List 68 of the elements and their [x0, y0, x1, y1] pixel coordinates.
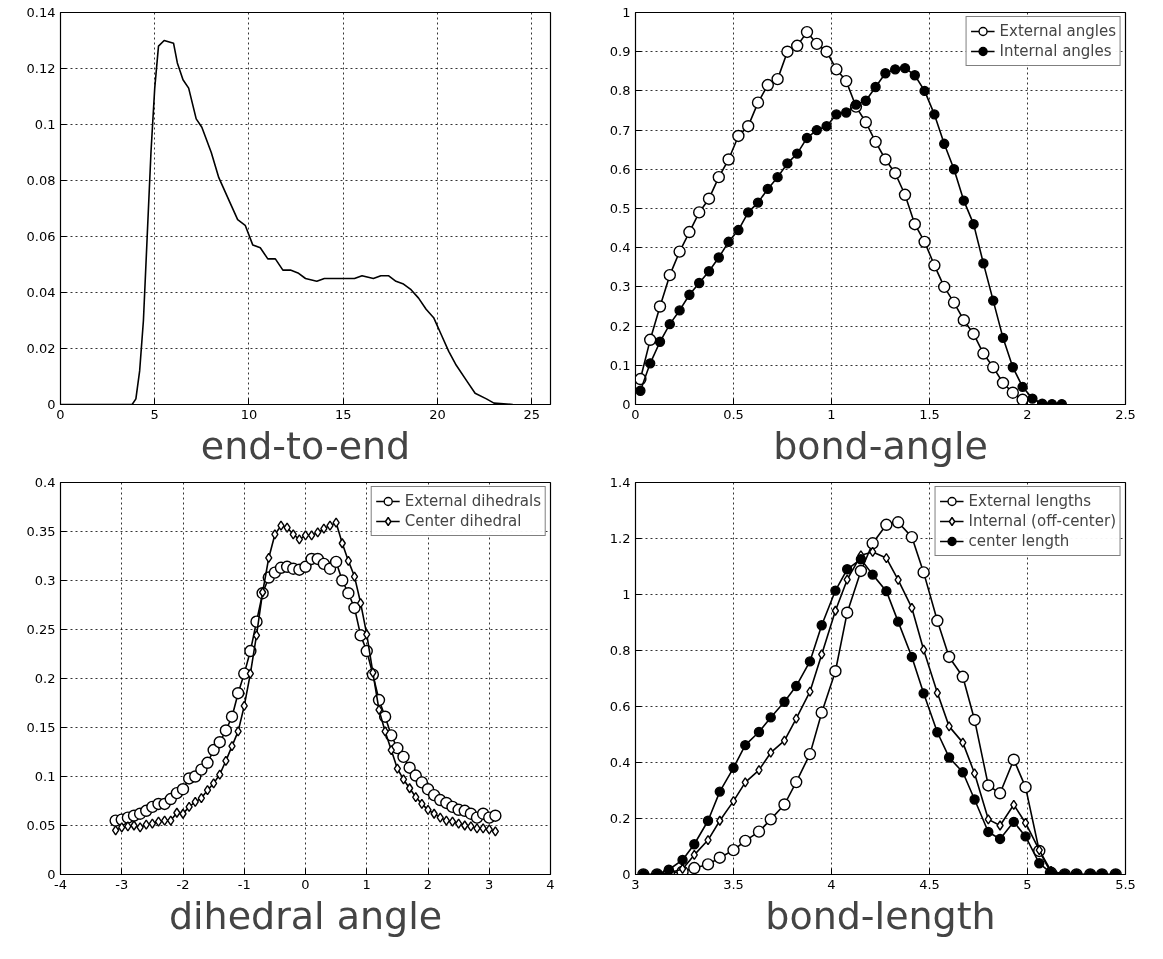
x-tick-label: 5 [150, 406, 159, 422]
y-tick-label: 0.08 [26, 173, 56, 188]
legend-label: External angles [999, 22, 1116, 40]
x-tick-label: 2 [1023, 406, 1032, 422]
y-tick-label: 0.05 [26, 818, 56, 833]
x-tick-label: 25 [523, 406, 540, 422]
legend-label: center length [968, 532, 1070, 550]
x-tick-label: 5.5 [1115, 876, 1136, 892]
y-tick-label: 0.9 [609, 44, 631, 60]
x-tick-label: 2 [423, 876, 433, 892]
x-tick-label: 3.5 [723, 876, 744, 892]
x-tick-label: 1 [827, 406, 836, 422]
x-tick-label: 0.5 [723, 406, 744, 422]
y-tick-label: 0.15 [26, 720, 56, 735]
y-tick-label: 1 [622, 587, 631, 602]
y-tick-label: 0.4 [34, 475, 56, 490]
y-tick-label: 0.1 [34, 117, 56, 132]
y-tick-label: 0.3 [609, 279, 631, 295]
x-tick-label: 1.5 [919, 406, 940, 422]
x-tick-label: 4 [827, 876, 836, 892]
y-tick-label: 0.8 [609, 83, 631, 99]
y-tick-label: 0.6 [609, 699, 631, 714]
y-tick-label: 0.04 [26, 285, 56, 300]
y-tick-label: 0.6 [609, 161, 631, 177]
y-tick-label: 0.7 [609, 122, 631, 138]
x-axis-title: bond-length [765, 893, 996, 938]
y-tick-label: 0.4 [609, 240, 631, 256]
y-tick-label: 0.12 [26, 61, 56, 76]
x-tick-label: -2 [176, 876, 190, 892]
legend-label: External lengths [968, 492, 1092, 510]
y-tick-label: 0.2 [609, 811, 631, 826]
y-tick-label: 0.8 [609, 643, 631, 658]
y-tick-label: 0.06 [26, 229, 56, 244]
x-tick-label: 3 [631, 876, 640, 892]
x-tick-label: 15 [334, 406, 352, 422]
legend-label: Internal angles [999, 42, 1112, 60]
y-tick-label: 0.1 [609, 357, 631, 373]
y-tick-label: 0.5 [609, 201, 631, 216]
y-tick-label: 0.4 [609, 755, 631, 770]
x-tick-label: -3 [115, 876, 129, 892]
y-tick-label: 0.2 [609, 318, 631, 334]
legend-label: External dihedrals [404, 492, 541, 510]
y-tick-label: 0.14 [26, 5, 56, 20]
x-tick-label: 5 [1023, 876, 1032, 892]
x-axis-title: dihedral angle [168, 893, 443, 938]
x-axis-title: end-to-end [200, 423, 411, 468]
x-tick-label: -4 [54, 876, 67, 892]
x-axis-title: bond-angle [773, 423, 988, 468]
y-tick-label: 0.2 [34, 671, 56, 686]
y-tick-label: 0.3 [34, 573, 56, 588]
x-tick-label: 0 [301, 876, 310, 892]
x-tick-label: 1 [362, 876, 371, 892]
y-tick-label: 1.4 [609, 475, 631, 490]
x-tick-label: -1 [237, 876, 251, 892]
y-tick-label: 1.2 [609, 531, 631, 546]
y-tick-label: 0.35 [26, 524, 56, 539]
x-tick-label: 10 [240, 406, 258, 422]
y-tick-label: 0.1 [34, 769, 56, 784]
x-tick-label: 20 [429, 406, 446, 422]
y-tick-label: 1 [622, 5, 631, 20]
x-tick-label: 2.5 [1115, 406, 1136, 422]
legend-label: Internal (off-center) [968, 512, 1116, 530]
legend-label: Center dihedral [404, 512, 522, 530]
y-tick-label: 0.25 [26, 622, 56, 637]
x-tick-label: 4.5 [919, 876, 940, 892]
y-tick-label: 0.02 [26, 341, 56, 356]
x-tick-label: 3 [485, 876, 494, 892]
x-tick-label: 4 [546, 876, 555, 892]
